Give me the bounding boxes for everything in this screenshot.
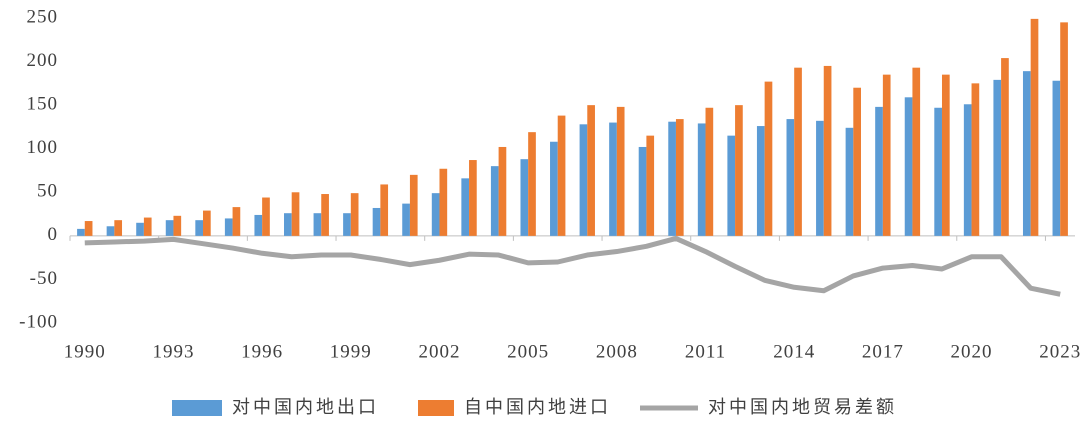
legend-label: 对中国内地贸易差额 xyxy=(708,397,897,418)
bar xyxy=(203,210,211,236)
legend-swatch xyxy=(172,400,222,416)
bar xyxy=(638,146,647,236)
bar xyxy=(934,107,942,236)
bar xyxy=(350,193,359,236)
bar xyxy=(409,174,418,236)
legend-label: 对中国内地出口 xyxy=(232,397,379,418)
bar xyxy=(971,83,980,236)
x-tick-label: 2002 xyxy=(418,341,460,362)
bar xyxy=(262,197,270,236)
bar xyxy=(1060,22,1068,236)
bar xyxy=(1022,71,1031,236)
bar xyxy=(816,120,824,236)
bar xyxy=(528,132,536,236)
bar xyxy=(912,67,921,236)
bar xyxy=(313,213,322,236)
x-tick-label: 2011 xyxy=(685,341,726,362)
x-tick-label: 2005 xyxy=(507,341,549,362)
bar xyxy=(372,207,381,236)
bar xyxy=(904,97,913,236)
bar xyxy=(845,127,854,236)
bar xyxy=(490,166,499,236)
y-tick-label: -50 xyxy=(30,268,58,289)
legend-label: 自中国内地进口 xyxy=(464,397,611,418)
y-tick-label: 250 xyxy=(27,6,59,27)
x-tick-label: 2020 xyxy=(951,341,993,362)
x-tick-label: 2014 xyxy=(773,341,815,362)
y-tick-label: 100 xyxy=(27,137,59,158)
bar xyxy=(587,105,595,236)
y-tick-label: 50 xyxy=(37,181,58,202)
bar xyxy=(321,194,329,236)
bar xyxy=(224,218,233,236)
x-tick-label: 1993 xyxy=(152,341,194,362)
bar xyxy=(469,160,477,236)
bar xyxy=(1030,18,1039,236)
bar xyxy=(668,121,676,236)
bar xyxy=(402,203,410,236)
bar xyxy=(697,123,706,236)
bar xyxy=(431,193,440,236)
bar xyxy=(143,217,152,236)
line xyxy=(84,235,1061,297)
bar xyxy=(609,122,617,236)
x-tick-label: 1999 xyxy=(330,341,372,362)
legend-swatch xyxy=(418,400,454,416)
bar xyxy=(616,106,625,236)
bar xyxy=(380,184,389,236)
bar xyxy=(498,146,507,236)
bar xyxy=(195,220,204,236)
bar xyxy=(520,159,529,236)
bar xyxy=(993,79,1002,236)
bar xyxy=(882,74,891,236)
x-tick-label: 2023 xyxy=(1039,341,1081,362)
bar xyxy=(114,220,123,236)
bar xyxy=(165,220,174,236)
bar xyxy=(941,74,950,236)
bar xyxy=(579,124,588,236)
bar xyxy=(557,115,566,236)
y-tick-label: 0 xyxy=(48,224,59,245)
x-tick-label: 2017 xyxy=(862,341,904,362)
bar xyxy=(756,126,765,236)
bar xyxy=(550,141,558,236)
bar xyxy=(291,192,300,236)
bar xyxy=(84,221,93,236)
bar xyxy=(106,226,115,236)
bar xyxy=(794,67,802,236)
bar xyxy=(173,215,182,236)
bar xyxy=(439,168,448,236)
bar xyxy=(675,119,684,236)
bar xyxy=(254,214,263,236)
bar xyxy=(77,228,85,236)
y-tick-label: 150 xyxy=(27,94,59,115)
bar xyxy=(786,119,795,236)
bar xyxy=(705,107,714,236)
bar xyxy=(343,213,351,236)
bar xyxy=(853,87,861,236)
bar xyxy=(284,213,292,236)
bar xyxy=(875,106,883,236)
y-tick-label: 200 xyxy=(27,50,59,71)
bar xyxy=(963,104,972,236)
bar xyxy=(232,207,241,236)
x-tick-label: 1990 xyxy=(64,341,106,362)
bar xyxy=(727,135,736,236)
x-tick-label: 2008 xyxy=(596,341,638,362)
x-tick-label: 1996 xyxy=(241,341,283,362)
bar xyxy=(136,222,144,236)
bar xyxy=(823,65,832,236)
bar xyxy=(1052,80,1061,236)
bar xyxy=(764,81,773,236)
y-tick-label: -100 xyxy=(19,311,58,332)
bar xyxy=(461,178,470,236)
bar xyxy=(735,105,743,236)
bar xyxy=(646,135,655,236)
bar xyxy=(1001,58,1009,236)
